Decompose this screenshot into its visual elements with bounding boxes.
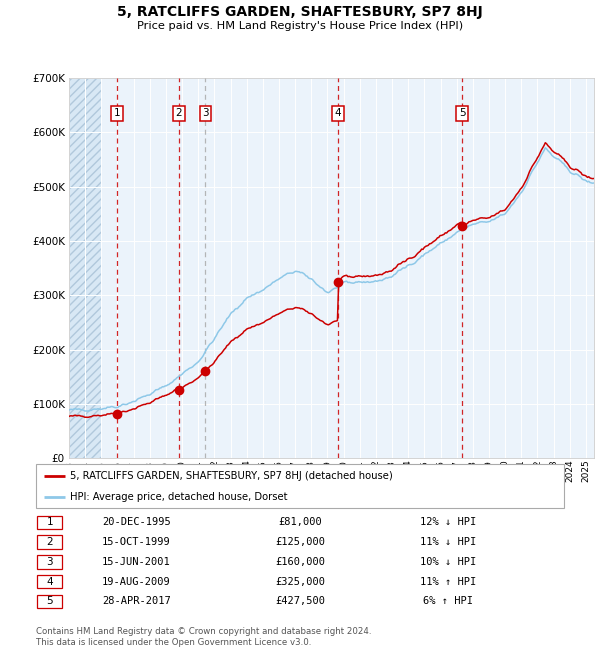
Text: 15-OCT-1999: 15-OCT-1999 xyxy=(102,537,170,547)
Text: 19-AUG-2009: 19-AUG-2009 xyxy=(102,577,170,586)
Text: 3: 3 xyxy=(46,557,53,567)
Text: 28-APR-2017: 28-APR-2017 xyxy=(102,596,170,606)
FancyBboxPatch shape xyxy=(37,536,62,549)
Text: 10% ↓ HPI: 10% ↓ HPI xyxy=(420,557,476,567)
Text: £325,000: £325,000 xyxy=(275,577,325,586)
Text: £427,500: £427,500 xyxy=(275,596,325,606)
Text: 5, RATCLIFFS GARDEN, SHAFTESBURY, SP7 8HJ (detached house): 5, RATCLIFFS GARDEN, SHAFTESBURY, SP7 8H… xyxy=(70,471,393,481)
Text: 1: 1 xyxy=(46,517,53,527)
Text: 15-JUN-2001: 15-JUN-2001 xyxy=(102,557,170,567)
Text: 5, RATCLIFFS GARDEN, SHAFTESBURY, SP7 8HJ: 5, RATCLIFFS GARDEN, SHAFTESBURY, SP7 8H… xyxy=(117,5,483,19)
Text: 5: 5 xyxy=(459,109,466,118)
FancyBboxPatch shape xyxy=(37,575,62,588)
Text: 4: 4 xyxy=(334,109,341,118)
Text: 3: 3 xyxy=(202,109,209,118)
Text: 6% ↑ HPI: 6% ↑ HPI xyxy=(423,596,473,606)
Text: Price paid vs. HM Land Registry's House Price Index (HPI): Price paid vs. HM Land Registry's House … xyxy=(137,21,463,31)
FancyBboxPatch shape xyxy=(37,555,62,569)
Text: 2: 2 xyxy=(175,109,182,118)
Text: 2: 2 xyxy=(46,537,53,547)
Text: 11% ↑ HPI: 11% ↑ HPI xyxy=(420,577,476,586)
Text: 1: 1 xyxy=(113,109,120,118)
Text: 20-DEC-1995: 20-DEC-1995 xyxy=(102,517,170,527)
Text: 11% ↓ HPI: 11% ↓ HPI xyxy=(420,537,476,547)
FancyBboxPatch shape xyxy=(36,464,564,508)
Text: £125,000: £125,000 xyxy=(275,537,325,547)
FancyBboxPatch shape xyxy=(37,515,62,529)
Text: Contains HM Land Registry data © Crown copyright and database right 2024.
This d: Contains HM Land Registry data © Crown c… xyxy=(36,627,371,647)
Text: HPI: Average price, detached house, Dorset: HPI: Average price, detached house, Dors… xyxy=(70,492,288,502)
Text: 12% ↓ HPI: 12% ↓ HPI xyxy=(420,517,476,527)
Text: 5: 5 xyxy=(46,596,53,606)
Text: 4: 4 xyxy=(46,577,53,586)
Text: £160,000: £160,000 xyxy=(275,557,325,567)
FancyBboxPatch shape xyxy=(37,595,62,608)
Text: £81,000: £81,000 xyxy=(278,517,322,527)
